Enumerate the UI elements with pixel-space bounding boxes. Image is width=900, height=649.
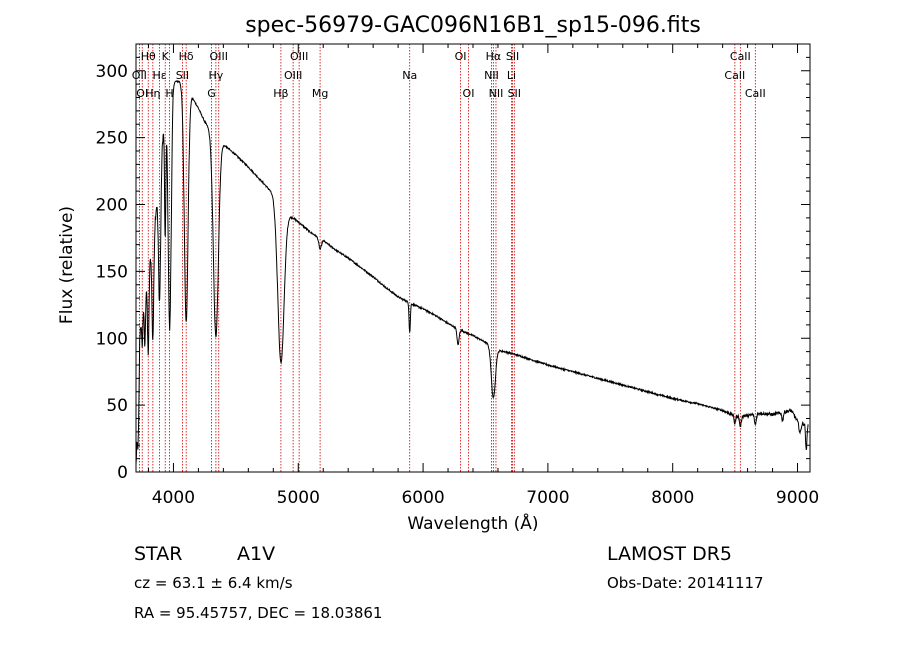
spectral-line-label: Hγ [208,69,223,82]
spectral-line-label: SII [506,50,519,63]
x-tick-label: 7000 [526,488,569,508]
spectral-line-label: Hβ [273,87,288,100]
object-subclass: A1V [237,543,275,565]
x-tick-label: 5000 [277,488,320,508]
spectral-line-label: Hδ [179,50,194,63]
spectral-line-label: SII [508,87,521,100]
spectral-line-label: Hα [486,50,502,63]
spectral-line-label: NII [484,69,499,82]
y-axis-label: Flux (relative) [57,206,77,324]
x-tick-label: 4000 [152,488,195,508]
spectrum-line [135,79,809,465]
spectral-line-label: OIII [290,50,308,63]
spectral-line-label: Hθ [141,50,156,63]
y-tick-label: 300 [96,62,128,82]
spectral-line-label: SII [176,69,189,82]
spectral-line-label: CaII [724,69,745,82]
x-tick-label: 6000 [401,488,444,508]
spectral-line-label: Na [402,69,417,82]
spectral-line-label: K [162,50,170,63]
spectral-line-label: OI [455,50,467,63]
y-tick-label: 150 [96,262,128,282]
y-axis: 0 50 100 150 200 250 300 [96,56,810,483]
survey-name: LAMOST DR5 [607,543,732,565]
redshift-cz: cz = 63.1 ± 6.4 km/s [134,574,293,592]
spectral-line-label: CaII [745,87,766,100]
x-tick-label: 9000 [776,488,819,508]
x-tick-label: 8000 [651,488,694,508]
x-axis-label: Wavelength (Å) [407,512,538,534]
chart-title: spec-56979-GAC096N16B1_sp15-096.fits [245,13,701,38]
spectral-line-markers [138,44,756,472]
spectral-line-label: Hη [145,87,160,100]
spectral-line-label: G [207,87,216,100]
y-tick-label: 200 [96,196,128,216]
y-tick-label: 100 [96,329,128,349]
y-tick-label: 50 [106,396,128,416]
x-axis: 4000 5000 6000 7000 8000 9000 [147,44,819,508]
y-tick-label: 0 [117,463,128,483]
spectral-line-label: OI [136,87,148,100]
spectral-line-label: CaII [730,50,751,63]
spectral-line-label: OIII [210,50,228,63]
spectral-line-label: NII [489,87,504,100]
ra-dec-coords: RA = 95.45757, DEC = 18.03861 [134,604,382,622]
obs-date: Obs-Date: 20141117 [607,574,764,592]
spectral-line-label: H [165,87,173,100]
spectral-line-label: OIII [284,69,302,82]
spectral-line-label: Mg [312,87,328,100]
spectral-line-label: Li [507,69,516,82]
spectral-line-label: Hε [152,69,166,82]
object-class: STAR [134,543,182,565]
spectral-line-label: OI [463,87,475,100]
y-tick-label: 250 [96,129,128,149]
